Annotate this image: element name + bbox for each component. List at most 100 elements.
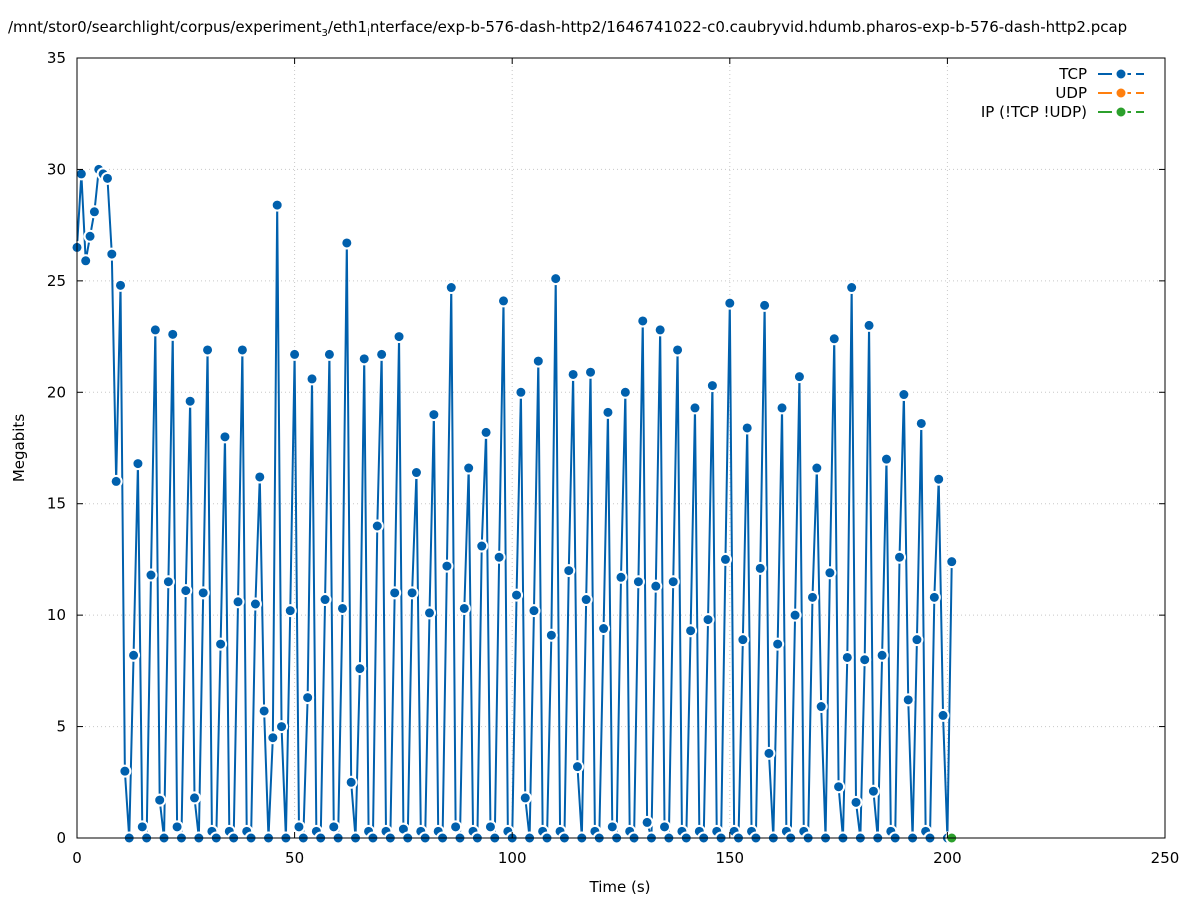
data-point — [114, 278, 128, 292]
data-point — [866, 784, 880, 798]
data-point — [201, 343, 215, 357]
data-point — [83, 229, 97, 243]
data-point — [301, 691, 315, 705]
legend-label: UDP — [1055, 84, 1087, 102]
data-point — [701, 613, 715, 627]
data-point — [462, 461, 476, 475]
plot-area — [70, 162, 959, 845]
data-point — [353, 662, 367, 676]
data-point — [170, 820, 184, 834]
data-point — [288, 347, 302, 361]
data-point — [653, 323, 667, 337]
data-point — [705, 379, 719, 393]
data-point — [270, 198, 284, 212]
data-point — [248, 597, 262, 611]
data-point — [427, 408, 441, 422]
data-point — [740, 421, 754, 435]
data-point — [496, 294, 510, 308]
data-point — [893, 550, 907, 564]
legend-label: TCP — [1058, 65, 1087, 83]
data-point — [618, 385, 632, 399]
data-point — [927, 590, 941, 604]
data-point — [601, 405, 615, 419]
data-point — [688, 401, 702, 415]
data-point — [322, 347, 336, 361]
legend-label: IP (!TCP !UDP) — [981, 103, 1087, 121]
data-point — [788, 608, 802, 622]
data-point — [214, 637, 228, 651]
y-tick-label: 5 — [56, 718, 66, 736]
data-point — [897, 388, 911, 402]
data-point — [100, 171, 114, 185]
data-point — [736, 633, 750, 647]
data-point — [901, 693, 915, 707]
legend-marker — [1114, 105, 1128, 119]
data-point — [188, 791, 202, 805]
data-point — [640, 815, 654, 829]
data-point — [218, 430, 232, 444]
data-point — [792, 370, 806, 384]
data-point — [862, 318, 876, 332]
data-point — [283, 604, 297, 618]
data-point — [775, 401, 789, 415]
data-point — [849, 795, 863, 809]
data-point — [840, 650, 854, 664]
x-tick-label: 200 — [933, 849, 962, 867]
data-point — [166, 327, 180, 341]
y-tick-label: 35 — [47, 49, 66, 67]
data-point — [827, 332, 841, 346]
data-point — [671, 343, 685, 357]
data-point — [235, 343, 249, 357]
data-point — [723, 296, 737, 310]
data-point — [518, 791, 532, 805]
data-point — [183, 394, 197, 408]
axes: 0 50 100 150 200 250 0 5 10 15 20 25 30 35 — [47, 49, 1179, 867]
y-tick-label: 20 — [47, 383, 66, 401]
x-axis-label: Time (s) — [589, 878, 651, 896]
data-point — [105, 247, 119, 261]
series-line-0 — [76, 168, 953, 839]
data-point — [684, 624, 698, 638]
data-point — [153, 793, 167, 807]
data-point — [858, 653, 872, 667]
data-point — [631, 575, 645, 589]
data-point — [292, 820, 306, 834]
data-point — [762, 746, 776, 760]
data-point — [127, 648, 141, 662]
data-point — [649, 579, 663, 593]
data-point — [370, 519, 384, 533]
data-point — [87, 205, 101, 219]
legend-marker — [1114, 67, 1128, 81]
data-point — [144, 568, 158, 582]
data-point — [805, 590, 819, 604]
data-point — [135, 820, 149, 834]
data-point — [658, 820, 672, 834]
data-point — [161, 575, 175, 589]
data-point — [475, 539, 489, 553]
data-point — [879, 452, 893, 466]
data-point — [832, 780, 846, 794]
data-point — [479, 425, 493, 439]
data-point — [910, 633, 924, 647]
data-point — [605, 820, 619, 834]
data-point — [510, 588, 524, 602]
data-point — [423, 606, 437, 620]
y-tick-label: 15 — [47, 495, 66, 513]
title-part-1: /mnt/stor0/searchlight/corpus/experiment — [8, 18, 322, 36]
data-point — [457, 601, 471, 615]
data-point — [253, 470, 267, 484]
data-point — [275, 720, 289, 734]
data-point — [614, 570, 628, 584]
y-tick-label: 25 — [47, 272, 66, 290]
data-point — [375, 347, 389, 361]
data-point — [74, 167, 88, 181]
data-point — [875, 648, 889, 662]
data-point — [531, 354, 545, 368]
data-point — [444, 281, 458, 295]
data-point — [327, 820, 341, 834]
title-part-3: nterface/exp-b-576-dash-http2/1646741022… — [369, 18, 1128, 36]
legend-marker — [1114, 86, 1128, 100]
data-point — [392, 330, 406, 344]
x-tick-label: 100 — [498, 849, 527, 867]
